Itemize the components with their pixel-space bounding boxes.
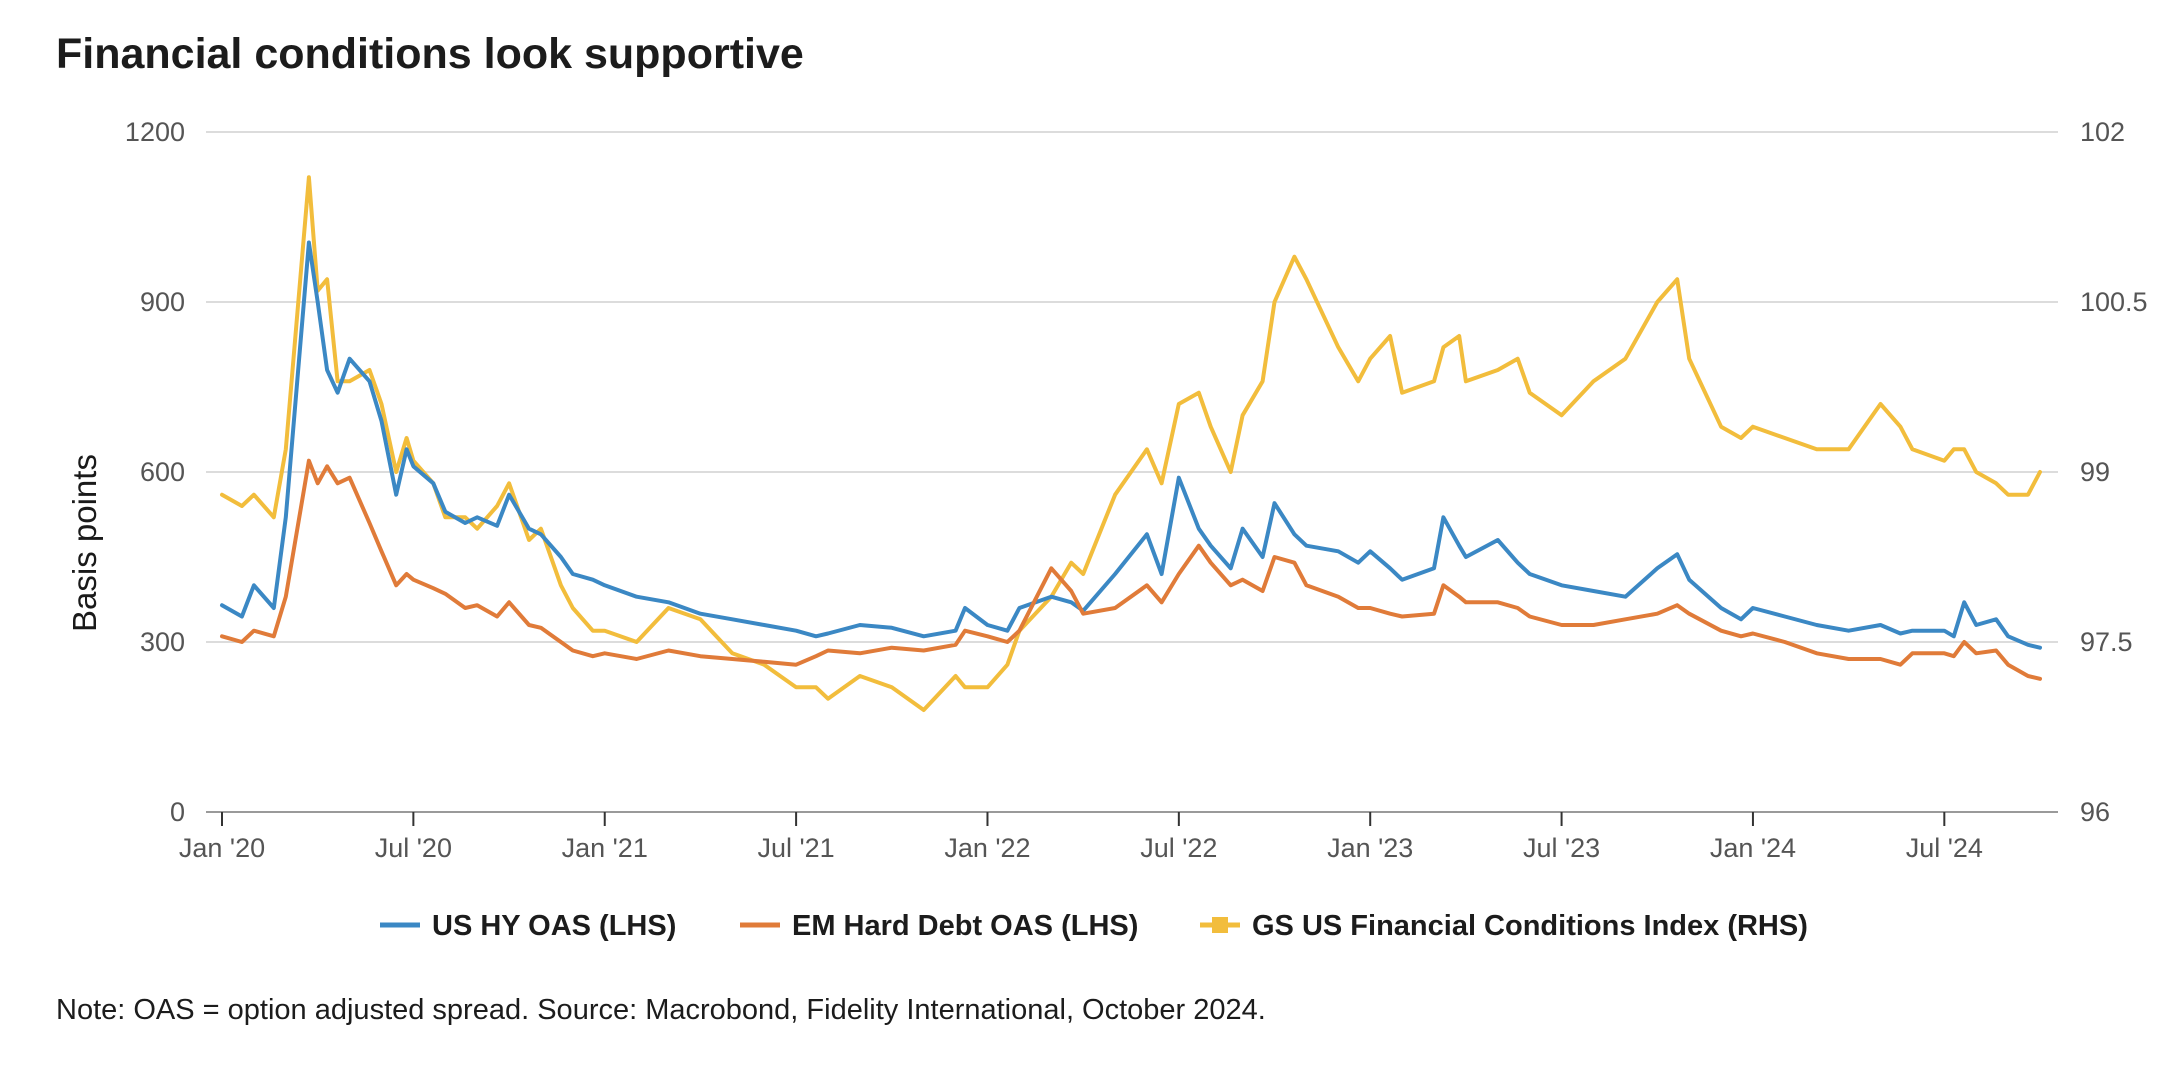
x-tick-label: Jan '21 (562, 833, 648, 863)
x-tick-label: Jul '22 (1140, 833, 1217, 863)
y-left-tick-label: 300 (140, 627, 185, 657)
y-right-tick-label: 102 (2080, 117, 2125, 147)
axes: 0 300 600 900 1200 96 97.5 99 100.5 102 Jan '20 Jul… (125, 117, 2148, 863)
x-tick-label: Jul '21 (758, 833, 835, 863)
y-axis-title: Basis points (66, 454, 103, 632)
series-line-0 (220, 240, 2042, 650)
legend-label: EM Hard Debt OAS (LHS) (792, 910, 1138, 942)
legend-marker (1212, 917, 1228, 933)
legend-label: US HY OAS (LHS) (432, 910, 676, 942)
y-left-tick-label: 0 (170, 797, 185, 827)
y-left-tick-label: 900 (140, 287, 185, 317)
x-tick-label: Jan '20 (179, 833, 265, 863)
source-note: Note: OAS = option adjusted spread. Sour… (56, 994, 1266, 1026)
series-line-1 (220, 458, 2042, 681)
x-tick-label: Jan '22 (944, 833, 1030, 863)
legend-label: GS US Financial Conditions Index (RHS) (1252, 910, 1808, 942)
x-tick-label: Jul '23 (1523, 833, 1600, 863)
chart-title: Financial conditions look supportive (56, 30, 804, 78)
y-right-tick-label: 100.5 (2080, 287, 2148, 317)
x-tick-label: Jan '24 (1710, 833, 1796, 863)
series-line-2 (220, 175, 2042, 712)
x-tick-label: Jul '24 (1906, 833, 1983, 863)
y-left-tick-label: 1200 (125, 117, 185, 147)
series-lines (220, 175, 2042, 712)
y-right-tick-label: 96 (2080, 797, 2110, 827)
x-tick-label: Jan '23 (1327, 833, 1413, 863)
y-right-tick-label: 99 (2080, 457, 2110, 487)
x-tick-label: Jul '20 (375, 833, 452, 863)
legend: US HY OAS (LHS) EM Hard Debt OAS (LHS) GS … (380, 910, 1808, 942)
y-left-tick-label: 600 (140, 457, 185, 487)
y-right-tick-label: 97.5 (2080, 627, 2133, 657)
gridlines (206, 131, 2058, 643)
